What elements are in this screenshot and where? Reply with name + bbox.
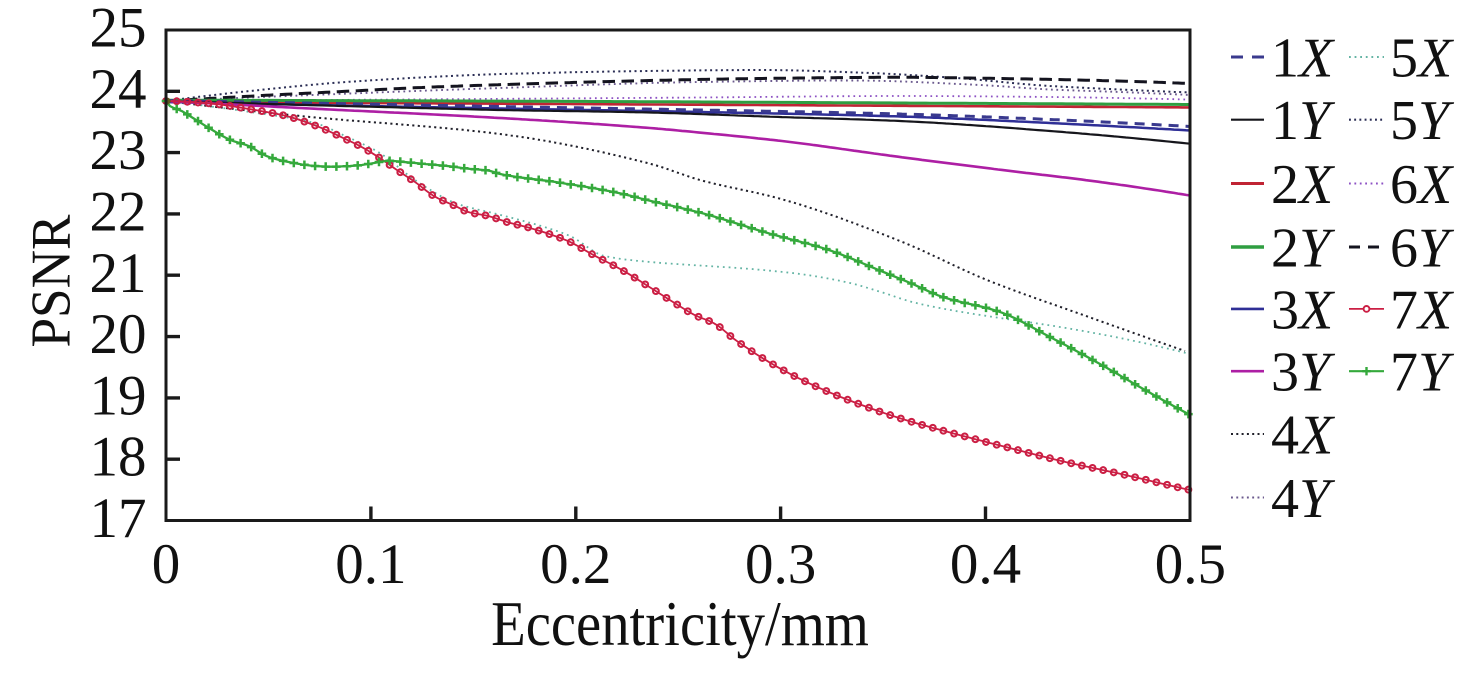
- svg-text:23: 23: [90, 119, 147, 182]
- svg-text:21: 21: [90, 242, 147, 305]
- svg-text:0.2: 0.2: [540, 533, 611, 596]
- svg-text:3Y: 3Y: [1271, 342, 1336, 404]
- svg-text:19: 19: [90, 364, 147, 427]
- svg-text:17: 17: [90, 487, 147, 550]
- svg-text:7X: 7X: [1390, 279, 1455, 341]
- svg-text:Eccentricity/mm: Eccentricity/mm: [491, 589, 869, 660]
- svg-text:4X: 4X: [1271, 405, 1336, 467]
- svg-text:0.1: 0.1: [335, 533, 406, 596]
- svg-text:24: 24: [90, 58, 147, 121]
- svg-text:22: 22: [90, 180, 147, 243]
- svg-text:2X: 2X: [1271, 154, 1336, 216]
- svg-text:20: 20: [90, 303, 147, 366]
- svg-text:6Y: 6Y: [1390, 218, 1455, 280]
- svg-text:7Y: 7Y: [1390, 342, 1455, 404]
- svg-text:5X: 5X: [1390, 28, 1455, 90]
- svg-text:0.3: 0.3: [745, 533, 816, 596]
- svg-text:5Y: 5Y: [1390, 90, 1455, 152]
- svg-text:2Y: 2Y: [1271, 218, 1336, 280]
- svg-text:0.5: 0.5: [1155, 533, 1226, 596]
- svg-text:0.4: 0.4: [950, 533, 1021, 596]
- svg-text:25: 25: [90, 0, 147, 60]
- svg-text:1Y: 1Y: [1271, 90, 1336, 152]
- svg-text:PSNR: PSNR: [19, 214, 82, 348]
- svg-text:3X: 3X: [1271, 279, 1336, 341]
- svg-text:1X: 1X: [1271, 28, 1336, 90]
- svg-text:6X: 6X: [1390, 154, 1455, 216]
- svg-text:18: 18: [90, 426, 147, 489]
- svg-text:4Y: 4Y: [1271, 468, 1336, 530]
- svg-text:0: 0: [152, 533, 181, 596]
